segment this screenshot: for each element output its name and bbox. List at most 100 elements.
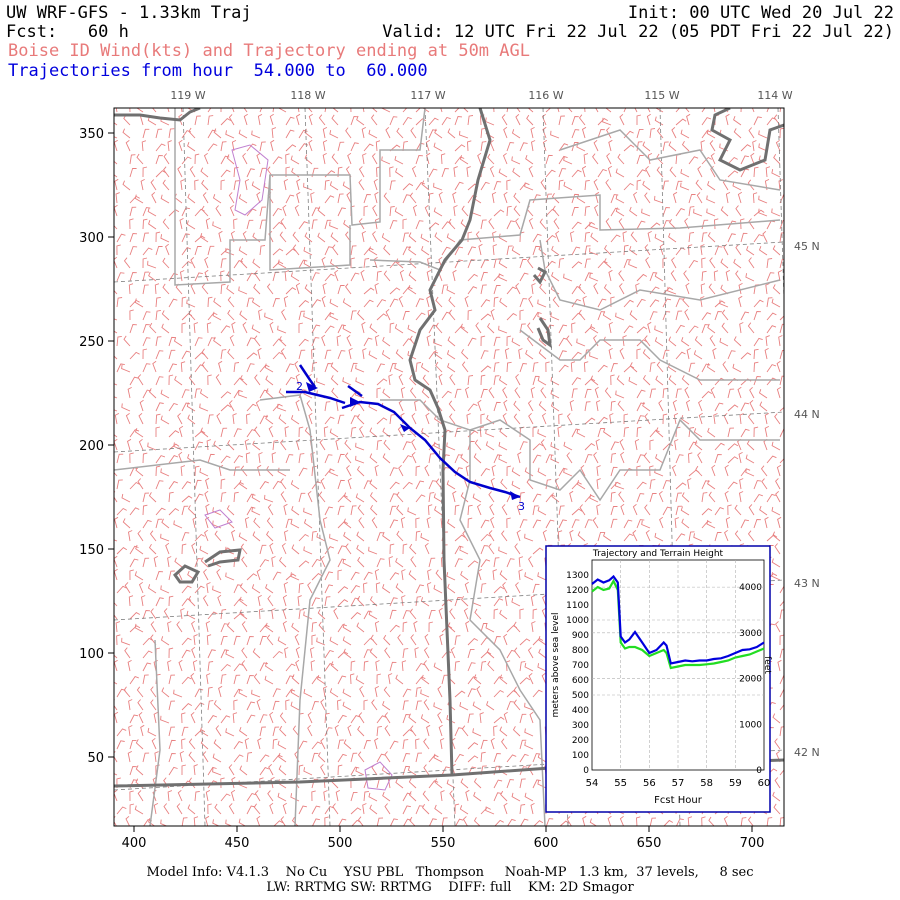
wind-barb: [762, 230, 768, 243]
latitude-label: 43 N: [794, 577, 820, 590]
wind-barb: [740, 352, 752, 360]
wind-barb: [337, 699, 342, 711]
latitude-labels: 45 N44 N43 N42 N: [794, 240, 820, 759]
wind-barb: [724, 529, 729, 542]
wind-barb: [215, 205, 222, 217]
wind-barb: [459, 155, 469, 165]
wind-barb: [667, 286, 677, 295]
wind-barb: [686, 113, 691, 126]
wind-barb: [411, 412, 417, 425]
wind-barb: [747, 816, 754, 826]
wind-barb: [531, 621, 536, 633]
wind-barb: [311, 530, 317, 542]
wind-barb: [350, 660, 356, 672]
inset-y-tick-label: 600: [572, 676, 589, 686]
wind-barb: [644, 504, 651, 516]
wind-barb: [681, 492, 690, 503]
wind-barb: [506, 313, 518, 321]
wind-barb: [415, 480, 425, 490]
wind-barb: [270, 776, 275, 789]
wind-barb: [675, 118, 687, 126]
wind-barb: [603, 532, 612, 542]
wind-barb: [465, 464, 471, 477]
county-boundaries: [114, 108, 781, 826]
wind-barb: [376, 387, 381, 398]
wind-barb: [389, 116, 398, 126]
wind-barb: [382, 700, 391, 711]
inset-y-tick-label: 100: [572, 751, 589, 761]
wind-barb: [578, 114, 586, 126]
wind-barb: [324, 805, 334, 815]
wind-barb: [623, 533, 634, 542]
wind-barb: [428, 222, 440, 230]
wind-barb: [316, 637, 326, 646]
wind-barb: [173, 337, 183, 347]
wind-barb: [321, 295, 326, 308]
wind-barb: [616, 375, 625, 386]
wind-barb: [290, 519, 300, 529]
wind-barb: [480, 622, 488, 633]
wind-barb: [745, 454, 755, 464]
wind-barb: [246, 297, 254, 308]
wind-barb: [329, 636, 339, 646]
wind-barb: [127, 659, 132, 672]
wind-barb: [654, 325, 664, 334]
wind-barb: [519, 739, 527, 750]
wind-barb: [493, 725, 498, 737]
wind-barb: [207, 414, 214, 425]
wind-barb: [142, 363, 151, 373]
wind-barb: [376, 715, 387, 724]
wind-barb: [320, 764, 326, 776]
wind-barb: [454, 635, 461, 646]
wind-barb: [693, 208, 703, 217]
wind-barb: [720, 258, 729, 269]
inset-y-tick-label-feet: 4000: [739, 583, 762, 593]
wind-barb: [555, 230, 560, 243]
wind-barb: [779, 127, 784, 139]
wind-barb: [201, 348, 209, 360]
wind-barb: [775, 621, 781, 633]
wind-barb: [363, 205, 369, 217]
wind-barb: [355, 364, 365, 373]
wind-barb: [155, 518, 163, 529]
wind-barb: [324, 349, 332, 360]
wind-barb: [515, 582, 521, 594]
wind-barb: [160, 585, 170, 594]
wind-barb: [465, 620, 470, 633]
wind-barb: [272, 351, 283, 360]
wind-barb: [519, 519, 528, 529]
wind-barb: [200, 557, 209, 568]
wind-barb: [129, 481, 140, 490]
wind-barb: [129, 569, 134, 581]
wind-barb: [774, 413, 781, 425]
wind-barb: [355, 377, 365, 386]
wind-barb: [337, 675, 347, 685]
wind-barb: [493, 108, 495, 113]
wind-barb: [498, 455, 508, 464]
wind-barb: [480, 350, 489, 360]
wind-barb: [486, 648, 495, 659]
wind-barb: [123, 335, 131, 347]
wind-barb: [142, 166, 148, 178]
wind-barb: [492, 244, 497, 256]
wind-barb: [168, 508, 180, 516]
wind-barb: [283, 581, 289, 594]
wind-barb: [121, 493, 131, 503]
wind-barb: [240, 465, 248, 477]
wind-barb: [155, 245, 163, 256]
wind-barb: [532, 443, 544, 451]
wind-barb: [228, 803, 235, 815]
wind-barb: [388, 374, 393, 386]
wind-barb: [362, 803, 367, 815]
wind-barb: [515, 113, 521, 126]
wind-barb: [459, 702, 469, 711]
wind-barb: [116, 272, 125, 282]
wind-barb: [701, 117, 712, 126]
wind-barb: [114, 178, 119, 191]
wind-barb: [181, 322, 186, 333]
wind-barb: [727, 427, 735, 438]
wind-barb: [227, 348, 235, 360]
wind-barb: [167, 621, 172, 633]
wind-barb: [542, 139, 548, 152]
